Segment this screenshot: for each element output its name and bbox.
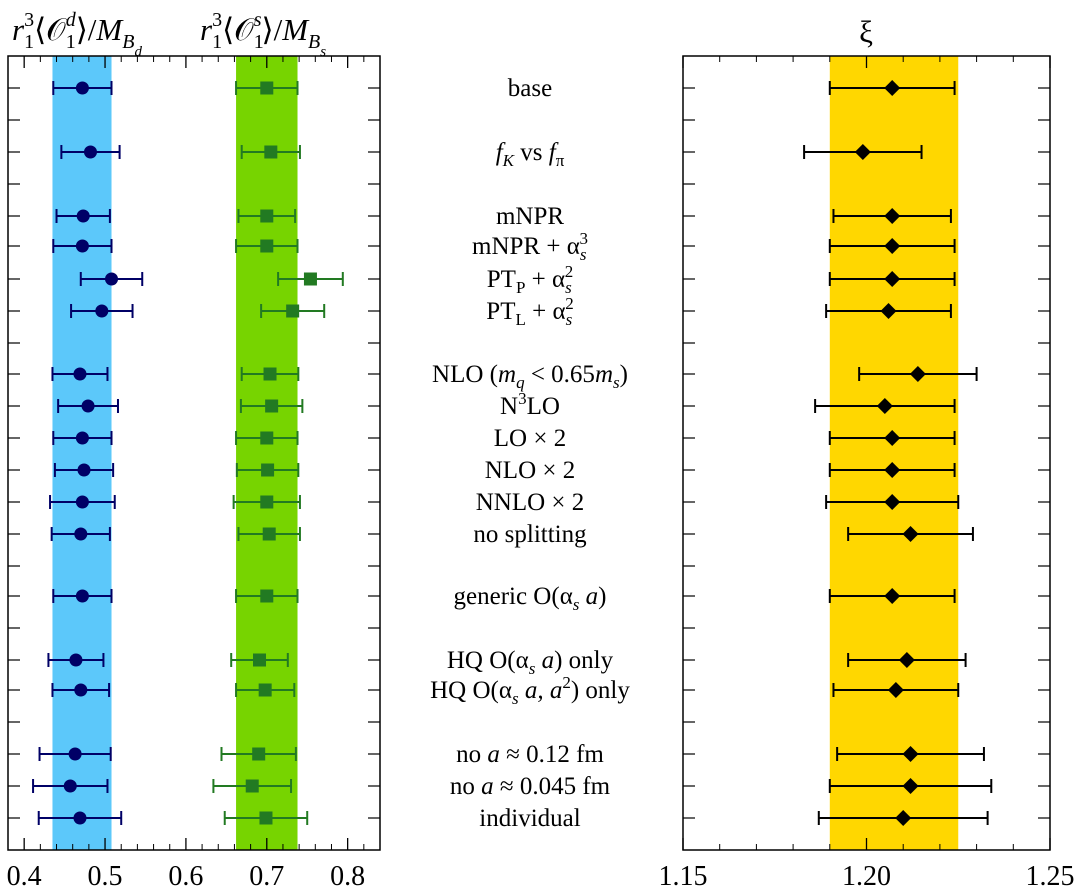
point-d [74, 527, 88, 541]
point-xi [884, 271, 901, 287]
x-tick-label: 1.20 [842, 861, 891, 892]
point-s [303, 272, 317, 286]
point-xi [884, 238, 901, 254]
point-xi [887, 682, 904, 698]
point-xi [902, 526, 919, 542]
point-d [75, 589, 89, 603]
point-d [77, 463, 91, 477]
x-tick-label: 0.8 [330, 861, 365, 892]
band-d [52, 56, 112, 850]
point-s [245, 779, 259, 793]
x-tick-label: 1.15 [659, 861, 708, 892]
point-d [76, 209, 90, 223]
row-label-n3lo: N3LO [500, 389, 560, 420]
point-xi [895, 810, 912, 826]
row-label-nosplit: no splitting [473, 521, 587, 548]
row-label-ptp: PTP + αs2 [487, 262, 573, 297]
point-d [75, 431, 89, 445]
point-s [260, 209, 274, 223]
point-xi [902, 746, 919, 762]
left-title-d: r13⟨𝒪1d⟩/MBd [12, 9, 142, 60]
right-panel: 1.15 1.20 1.25 [659, 55, 1075, 892]
point-d [73, 811, 87, 825]
row-label-individual: individual [479, 805, 580, 832]
point-d [74, 683, 88, 697]
point-s [252, 747, 266, 761]
point-s [259, 811, 273, 825]
point-s [260, 431, 274, 445]
x-tick-label: 1.25 [1026, 861, 1075, 892]
point-xi [909, 366, 926, 382]
x-tick-label: 0.4 [7, 861, 42, 892]
row-label-mnpr: mNPR [496, 203, 564, 230]
point-d [81, 399, 95, 413]
row-label-nlo: NLO (mq < 0.65ms) [432, 361, 628, 392]
point-d [75, 239, 89, 253]
point-s [262, 527, 276, 541]
point-d [105, 272, 119, 286]
x-tick-label: 0.6 [168, 861, 203, 892]
left-frame [7, 55, 381, 851]
point-s [253, 653, 267, 667]
row-label-hq2: HQ O(αs a, a2) only [430, 673, 630, 708]
point-xi [884, 588, 901, 604]
point-d [75, 81, 89, 95]
point-d [95, 304, 109, 318]
point-d [68, 747, 82, 761]
left-title-s: r13⟨𝒪1s⟩/MBs [200, 9, 326, 60]
point-s [258, 683, 272, 697]
right-title: ξ [859, 14, 873, 49]
point-s [261, 463, 275, 477]
point-xi [854, 144, 871, 160]
point-xi [884, 80, 901, 96]
point-s [260, 495, 274, 509]
row-label-base: base [508, 75, 552, 102]
point-s [260, 81, 274, 95]
band-s [236, 56, 298, 850]
band-xi [829, 56, 959, 850]
x-tick-label: 0.5 [88, 861, 123, 892]
point-d [73, 367, 87, 381]
point-s [286, 304, 300, 318]
point-xi [884, 208, 901, 224]
point-xi [884, 494, 901, 510]
row-label-nlo2: NLO × 2 [485, 457, 575, 484]
point-xi [902, 778, 919, 794]
row-label-generic: generic O(αs a) [454, 583, 607, 614]
point-d [83, 145, 97, 159]
row-label-lo2: LO × 2 [494, 425, 566, 452]
point-xi [884, 462, 901, 478]
point-s [263, 367, 277, 381]
point-d [63, 779, 77, 793]
row-label-mnpr-as3: mNPR + αs3 [472, 229, 588, 264]
point-xi [876, 398, 893, 414]
point-d [69, 653, 83, 667]
point-d [75, 495, 89, 509]
row-label-no0045: no a ≈ 0.045 fm [450, 773, 611, 800]
row-label-hq1: HQ O(αs a) only [447, 647, 614, 678]
left-panel: 0.4 0.5 0.6 0.7 0.8 [7, 55, 381, 892]
row-label-nnlo2: NNLO × 2 [476, 489, 585, 516]
row-label-ptl: PTL + αs2 [486, 294, 573, 329]
point-s [264, 145, 278, 159]
point-s [265, 399, 279, 413]
point-xi [884, 430, 901, 446]
point-s [260, 589, 274, 603]
point-xi [880, 303, 897, 319]
row-label-fk: fK vs fπ [496, 139, 565, 170]
point-xi [898, 652, 915, 668]
point-s [260, 239, 274, 253]
row-label-no012: no a ≈ 0.12 fm [456, 741, 604, 768]
x-tick-label: 0.7 [249, 861, 284, 892]
